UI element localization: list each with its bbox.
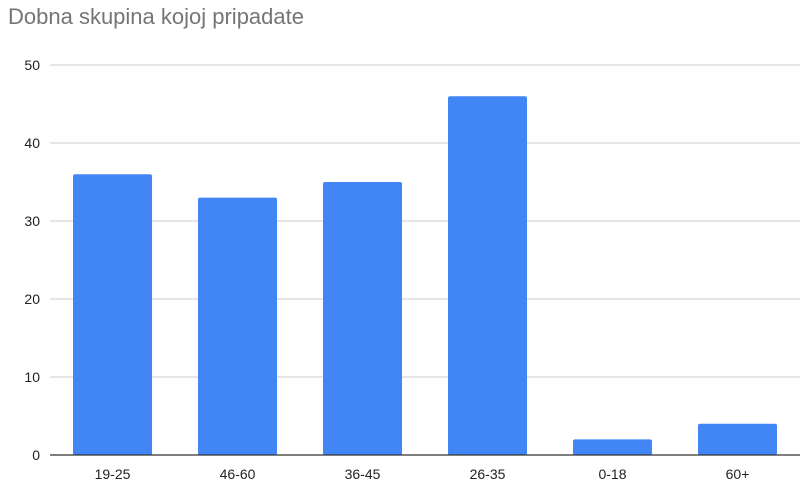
bar-19-25	[73, 174, 152, 455]
bar-46-60	[198, 197, 277, 455]
x-axis-ticks: 19-25 46-60 36-45 26-35 0-18 60+	[95, 466, 750, 482]
x-tick-label: 19-25	[95, 466, 131, 482]
chart-title: Dobna skupina kojoj pripadate	[8, 4, 304, 29]
y-axis-ticks: 0 10 20 30 40 50	[24, 57, 40, 463]
bar-0-18	[573, 439, 652, 455]
x-tick-label: 60+	[726, 466, 750, 482]
x-tick-label: 0-18	[598, 466, 626, 482]
bar-60+	[698, 423, 777, 455]
y-tick-label: 30	[24, 213, 40, 229]
x-tick-label: 36-45	[345, 466, 381, 482]
bar-26-35	[448, 96, 527, 455]
x-tick-label: 46-60	[220, 466, 256, 482]
y-tick-label: 0	[32, 447, 40, 463]
y-tick-label: 20	[24, 291, 40, 307]
bars	[73, 96, 777, 455]
y-tick-label: 10	[24, 369, 40, 385]
x-tick-label: 26-35	[470, 466, 506, 482]
y-tick-label: 40	[24, 135, 40, 151]
gridlines	[50, 64, 800, 378]
bar-36-45	[323, 182, 402, 455]
y-tick-label: 50	[24, 57, 40, 73]
